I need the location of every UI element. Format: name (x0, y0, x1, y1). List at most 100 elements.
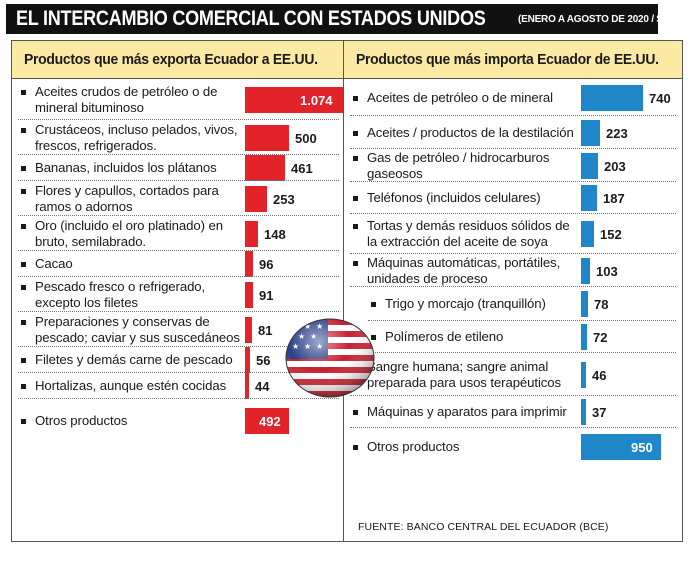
usa-flag-ball-icon: ★★★ ★★ ★★★ (285, 318, 375, 398)
import-category-label: Máquinas automáticas, portátiles, unidade… (367, 255, 561, 286)
source-note: FUENTE: BANCO CENTRAL DEL ECUADOR (BCE) (358, 521, 609, 533)
row-divider (18, 215, 339, 216)
row-divider (350, 253, 676, 254)
import-category-label: Tortas y demás residuos sólidos de la ext… (367, 218, 570, 249)
svg-text:★: ★ (292, 322, 299, 331)
import-category-label: Gas de petróleo / hidrocarburos gaseosos (367, 150, 550, 181)
import-row: Teléfonos (incluidos celulares) 187 (344, 182, 682, 214)
export-value-label: 461 (291, 161, 313, 176)
import-row: Otros productos 950 (344, 428, 682, 466)
import-category-label: Aceites de petróleo o de mineral (367, 90, 553, 105)
export-value-label: 44 (255, 379, 270, 394)
bullet-icon (21, 90, 26, 95)
export-category-label: Aceites crudos de petróleo o de mineral b… (35, 84, 218, 115)
import-value-label: 740 (649, 91, 671, 106)
import-row: Aceites de petróleo o de mineral 740 (344, 80, 682, 116)
bullet-icon (21, 224, 26, 229)
import-value-label: 78 (594, 297, 609, 312)
export-value-label: 81 (258, 323, 273, 338)
export-row: Filetes y demás carne de pescado 56 (12, 347, 345, 373)
import-value-label: 37 (592, 405, 607, 420)
import-bar (581, 85, 643, 111)
bullet-icon (353, 131, 358, 136)
row-divider (18, 398, 339, 399)
export-value-label: 148 (264, 227, 286, 242)
export-value-label: 91 (259, 288, 274, 303)
import-category-label: Otros productos (367, 439, 460, 454)
export-row: Bananas, incluidos los plátanos 461 (12, 155, 345, 181)
import-value-label: 103 (596, 264, 618, 279)
import-value-label: 72 (593, 330, 608, 345)
export-row: Crustáceos, incluso pelados, vivos, fresc… (12, 120, 345, 155)
row-divider (350, 213, 676, 214)
row-divider (350, 115, 676, 116)
export-category-label: Crustáceos, incluso pelados, vivos, fresc… (35, 122, 238, 153)
chart-subtitle: (ENERO A AGOSTO DE 2020 / $ MILLONES) (517, 13, 658, 25)
import-value-label: 203 (604, 159, 626, 174)
bullet-icon (353, 96, 358, 101)
row-divider (350, 286, 676, 287)
row-divider (18, 372, 339, 373)
row-divider (18, 119, 339, 120)
export-row: Hortalizas, aunque estén cocidas 44 (12, 373, 345, 399)
row-divider (18, 276, 339, 277)
export-category-label: Bananas, incluidos los plátanos (35, 160, 217, 175)
bullet-icon (21, 384, 26, 389)
export-bar (245, 373, 249, 399)
import-row: Máquinas y aparatos para imprimir 37 (344, 396, 682, 428)
export-category-label: Preparaciones y conservas de pescado; cav… (35, 314, 240, 345)
export-value-label: 253 (273, 192, 295, 207)
export-category-label: Cacao (35, 256, 73, 271)
row-divider (18, 154, 339, 155)
export-value-label: 96 (259, 257, 274, 272)
bullet-icon (371, 335, 376, 340)
export-category-label: Otros productos (35, 413, 128, 428)
import-row: Aceites / productos de la destilación 223 (344, 116, 682, 149)
export-bar (245, 347, 250, 373)
import-category-label: Aceites / productos de la destilación (367, 125, 574, 140)
export-row: Pescado fresco o refrigerado, excepto los… (12, 277, 345, 312)
import-value-label: 152 (600, 227, 622, 242)
export-bar (245, 186, 267, 212)
import-row: Sangre humana; sangre animal preparada pa… (344, 353, 682, 396)
bullet-icon (371, 302, 376, 307)
exports-panel-header: Productos que más exporta Ecuador a EE.U… (12, 41, 345, 79)
bullet-icon (353, 445, 358, 450)
export-bar (245, 282, 253, 308)
export-row: Oro (incluido el oro platinado) en bruto,… (12, 216, 345, 251)
import-bar (581, 120, 600, 146)
export-row: Aceites crudos de petróleo o de mineral b… (12, 80, 346, 120)
import-row: Trigo y morcajo (tranquillón) 78 (344, 287, 682, 321)
export-value-label: 1.074 (300, 93, 333, 108)
export-value-label: 500 (295, 131, 317, 146)
import-bar (581, 324, 587, 350)
bullet-icon (353, 224, 358, 229)
import-category-label: Sangre humana; sangre animal preparada pa… (367, 359, 562, 390)
row-divider (18, 180, 339, 181)
export-category-label: Hortalizas, aunque estén cocidas (35, 378, 227, 393)
import-value-label: 223 (606, 126, 628, 141)
row-divider (18, 250, 339, 251)
import-row: Máquinas automáticas, portátiles, unidade… (344, 254, 682, 287)
bullet-icon (353, 156, 358, 161)
import-bar (581, 291, 588, 317)
bullet-icon (21, 128, 26, 133)
bullet-icon (21, 320, 26, 325)
export-category-label: Flores y capullos, cortados para ramos o … (35, 183, 219, 214)
import-category-label: Trigo y morcajo (tranquillón) (385, 296, 546, 311)
export-bar (245, 155, 285, 181)
imports-panel-title: Productos que más importa Ecuador de EE.… (356, 51, 659, 68)
imports-panel-header: Productos que más importa Ecuador de EE.… (344, 41, 682, 79)
import-row: Polímeros de etileno 72 (344, 321, 682, 353)
imports-panel: Productos que más importa Ecuador de EE.… (343, 40, 683, 542)
export-bar (245, 317, 252, 343)
bullet-icon (21, 189, 26, 194)
bullet-icon (353, 261, 358, 266)
import-value-label: 46 (592, 368, 607, 383)
row-divider (350, 148, 676, 149)
export-bar (245, 251, 253, 277)
chart-title: EL INTERCAMBIO COMERCIAL CON ESTADOS UNI… (16, 7, 486, 30)
exports-panel: Productos que más exporta Ecuador a EE.U… (11, 40, 346, 542)
export-category-label: Oro (incluido el oro platinado) en bruto,… (35, 218, 223, 249)
row-divider (350, 395, 676, 396)
